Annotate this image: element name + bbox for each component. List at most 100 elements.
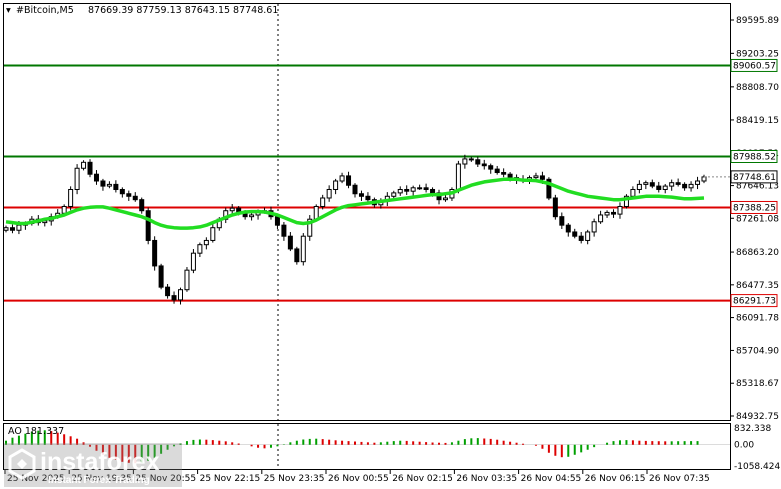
candle-body (559, 216, 565, 226)
candle-body (300, 235, 306, 263)
candle-body (229, 207, 235, 212)
candle-body (572, 231, 578, 237)
watermark-tagline: Instant Forex Trading (48, 475, 150, 486)
candle-body (611, 211, 617, 215)
candle-body (281, 224, 287, 237)
candle-body (410, 187, 416, 192)
symbol-dropdown-icon[interactable]: ▾ (6, 5, 11, 16)
candle-body (178, 289, 183, 301)
level-price-label: 87988.52 (733, 152, 776, 162)
y-tick-label: 85704.90 (736, 346, 779, 356)
candle-body (333, 180, 339, 190)
y-tick-label: 86863.20 (736, 248, 779, 258)
candle-body (643, 182, 649, 185)
candle-body (139, 199, 145, 212)
candle-body (93, 173, 99, 182)
ao-tick-label: 0.00 (734, 441, 754, 451)
candle-body (320, 197, 326, 207)
candle-body (475, 159, 481, 165)
candle-body (358, 193, 364, 197)
candle-body (501, 172, 507, 175)
x-tick-label: 26 Nov 02:15 (392, 474, 453, 484)
instaforex-logo-icon (8, 448, 36, 480)
candle-body (352, 184, 358, 195)
x-tick-label: 26 Nov 06:15 (585, 474, 646, 484)
candle-body (630, 188, 636, 197)
ao-tick-label: -1058.424 (734, 462, 780, 472)
x-tick-label: 26 Nov 00:55 (328, 474, 389, 484)
candle-body (81, 161, 87, 169)
candle-body (656, 185, 662, 190)
x-tick-label: 25 Nov 2025 (7, 474, 65, 484)
candle-body (442, 197, 448, 201)
instaforex-watermark: instaforex Instant Forex Trading (4, 443, 182, 487)
level-price-box (730, 149, 778, 163)
candle-body (430, 188, 436, 194)
candle-body (404, 188, 410, 192)
time-axis: 25 Nov 2025 25 Nov 19:35 25 Nov 20:55 25 No… (4, 470, 710, 484)
candle-body (294, 248, 300, 263)
candle-body (126, 193, 132, 197)
y-tick-label: 89203.25 (736, 49, 779, 59)
candle-body (152, 239, 158, 267)
candle-body (339, 175, 345, 182)
last-price-marker: 87748.61 (704, 170, 778, 184)
x-tick-label: 26 Nov 04:55 (521, 474, 582, 484)
level-price-label: 86291.73 (733, 297, 776, 307)
candle-body (287, 235, 293, 250)
moving-average-line (5, 177, 705, 230)
level-price-label: 87388.25 (733, 203, 776, 213)
last-price-box (730, 170, 778, 184)
candle-body (533, 175, 539, 179)
candle-body (455, 163, 461, 190)
level-price-box (730, 294, 778, 308)
candle-body (307, 218, 313, 237)
candle-body (701, 176, 707, 182)
candle-body (249, 214, 255, 218)
candle-body (165, 286, 171, 297)
candle-body (462, 158, 468, 165)
horizontal-levels[interactable]: 89060.57 87988.52 87388.25 86291.73 (4, 58, 778, 308)
candle-body (669, 182, 675, 187)
candle-body (591, 221, 597, 233)
candle-body (598, 214, 604, 223)
candle-body (546, 178, 552, 199)
candle-body (61, 205, 67, 214)
candle-body (74, 167, 80, 190)
candle-body (16, 224, 22, 231)
candle-body (494, 168, 500, 174)
x-tick-label: 25 Nov 22:15 (200, 474, 261, 484)
ao-histogram (4, 430, 730, 464)
candle-body (210, 227, 216, 241)
ao-tick-label: 832.338 (734, 424, 771, 434)
candle-body (397, 188, 403, 194)
candle-body (682, 183, 688, 189)
x-tick-label: 26 Nov 03:35 (456, 474, 517, 484)
candle-body (9, 227, 15, 231)
last-price-label: 87748.61 (733, 173, 776, 183)
candle-body (688, 183, 694, 189)
y-tick-label: 87261.08 (736, 214, 779, 224)
y-tick-label: 88808.70 (736, 83, 779, 93)
y-tick-label: 86091.78 (736, 314, 779, 324)
candle-body (649, 182, 655, 187)
candle-body (578, 235, 584, 241)
ao-axis: 832.338 0.00 -1058.424 (734, 424, 780, 472)
candle-body (604, 211, 610, 216)
candle-body (365, 195, 371, 201)
candle-body (623, 195, 629, 207)
candle-body (274, 216, 280, 226)
candle-body (423, 187, 429, 190)
level-price-box (730, 58, 778, 72)
x-tick-label: 25 Nov 20:55 (135, 474, 196, 484)
candle-body (539, 175, 545, 180)
candle-body (565, 224, 571, 233)
candle-body (119, 188, 125, 195)
candle-body (636, 183, 642, 190)
level-price-label: 89060.57 (733, 61, 776, 71)
candle-body (481, 163, 487, 167)
candle-body (68, 188, 74, 207)
moving-average (5, 177, 705, 230)
